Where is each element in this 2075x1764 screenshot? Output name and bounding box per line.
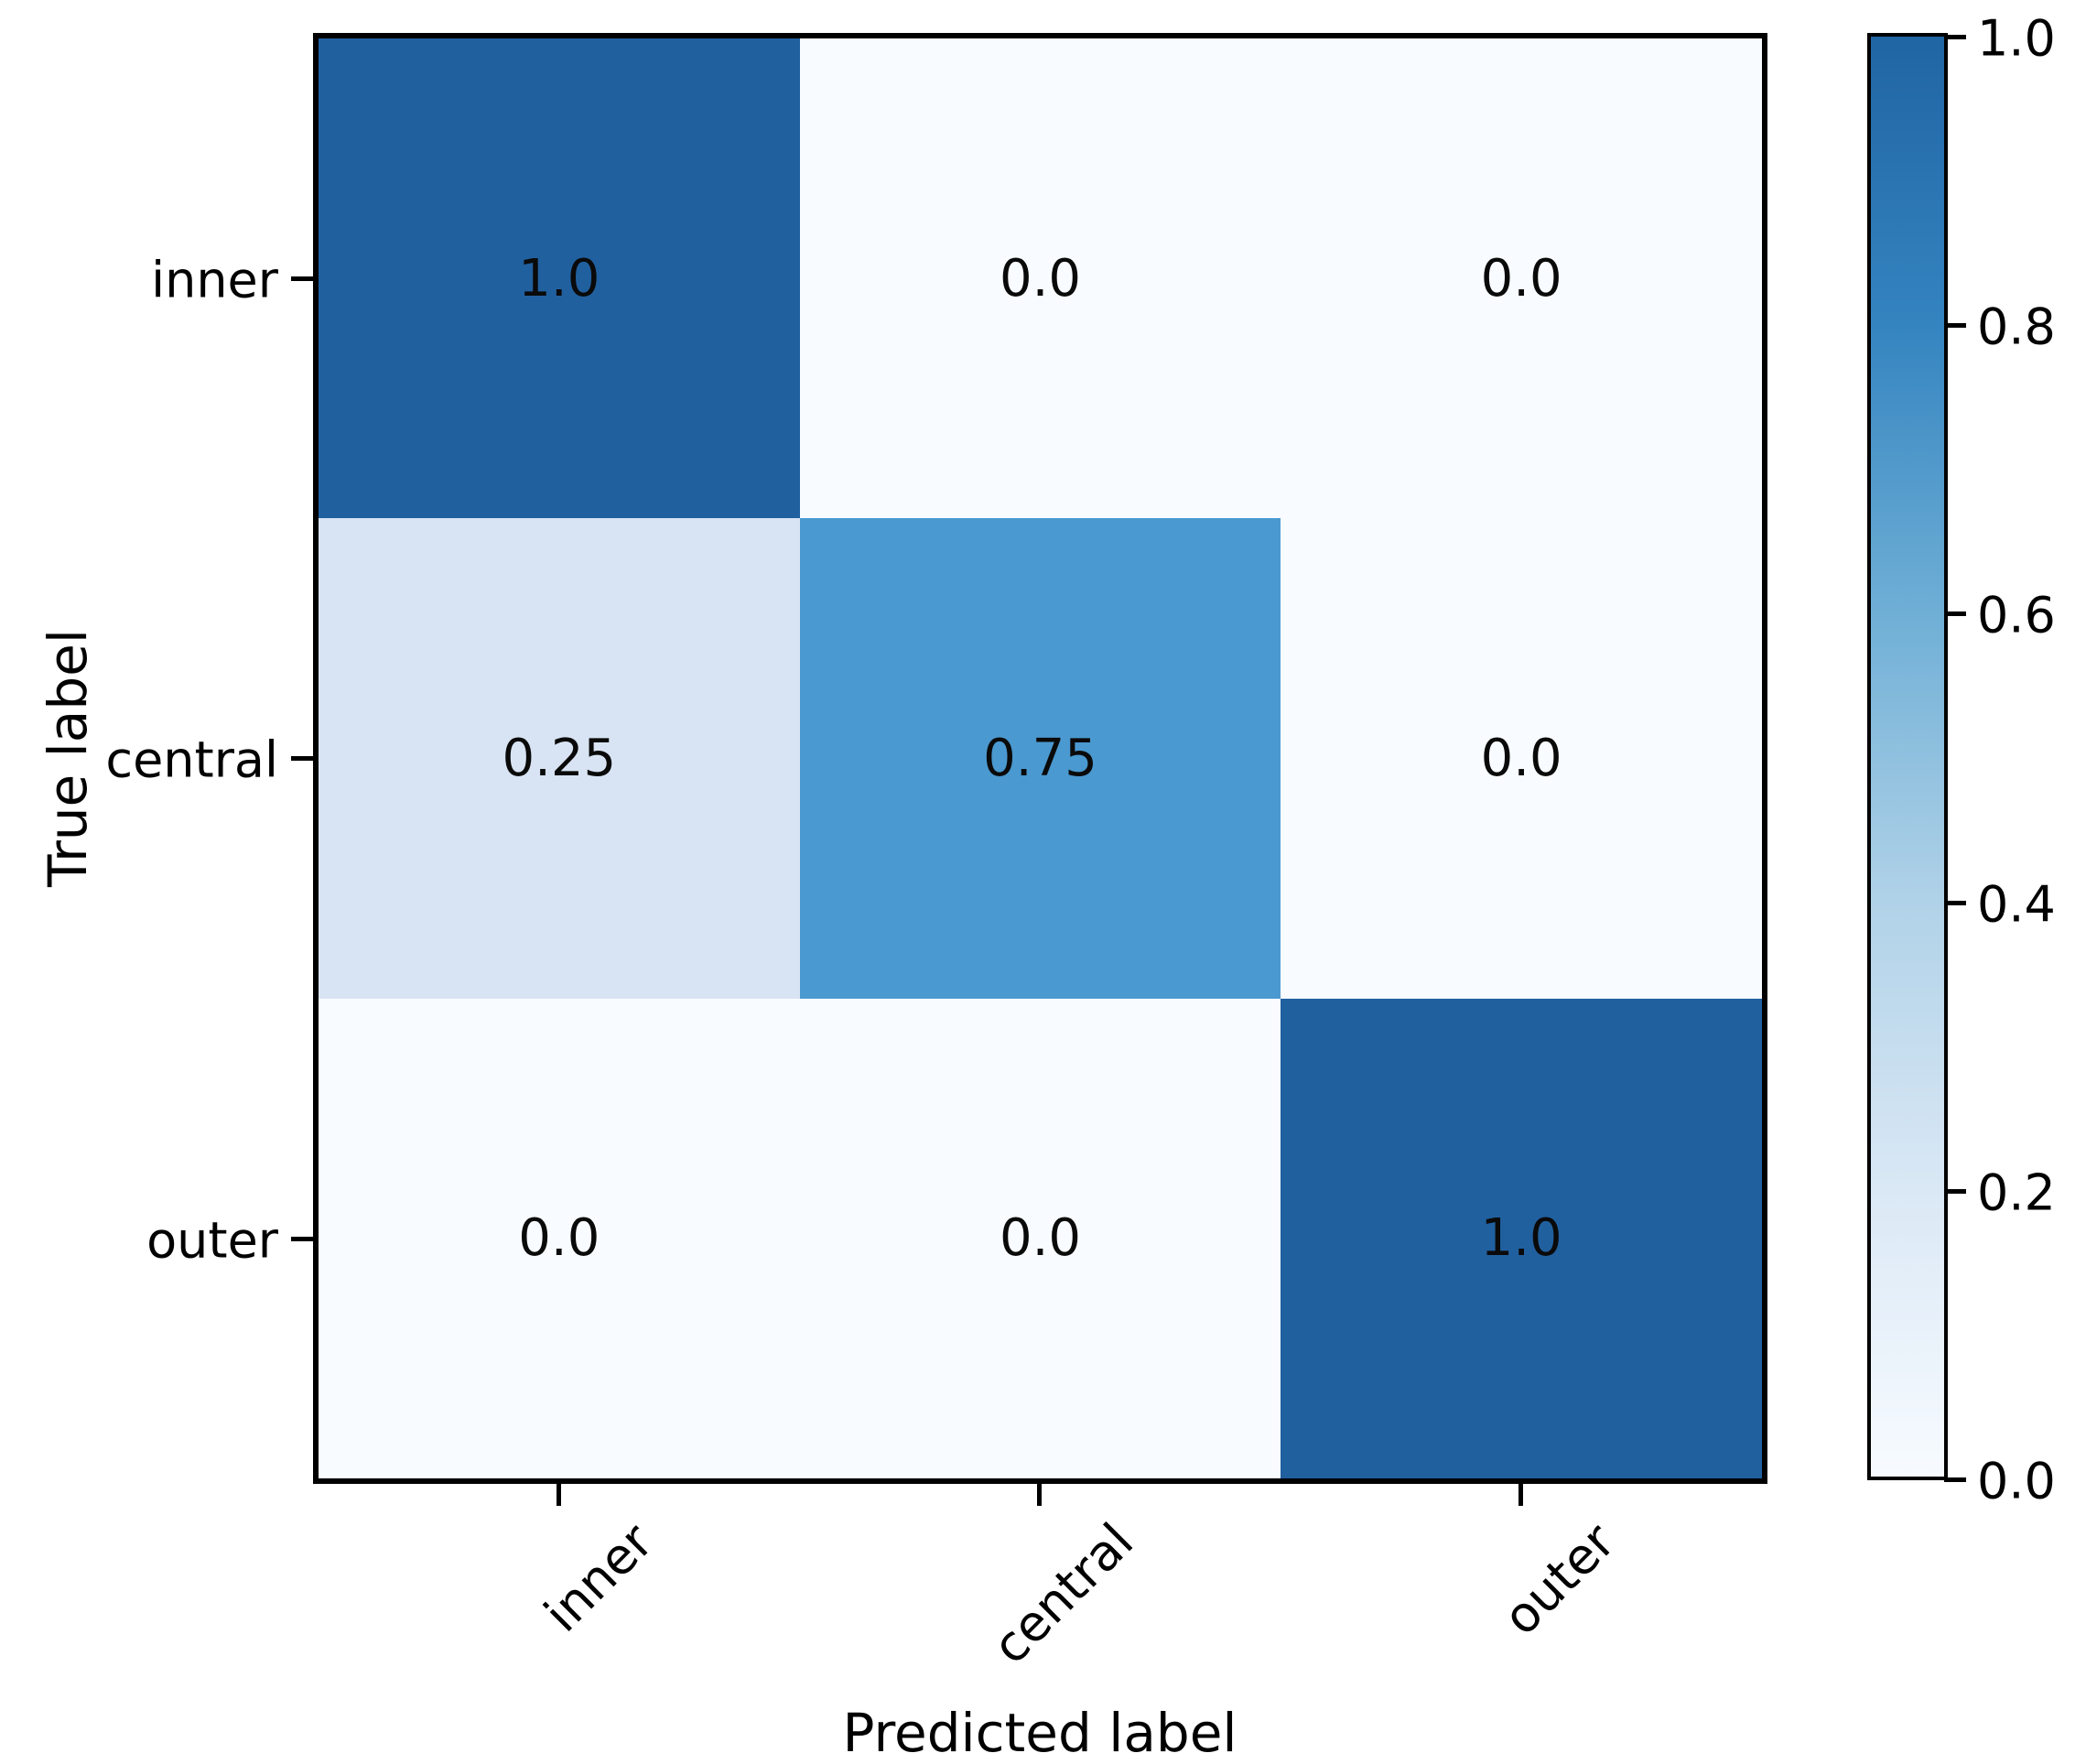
matrix-cell: 1.0 [319,38,800,519]
matrix-cell: 0.75 [799,518,1281,999]
y-tick-label: inner [151,251,278,309]
y-tick-mark [291,276,313,281]
colorbar-tick-label: 0.6 [1977,586,2056,644]
x-tick-label: outer [1492,1512,1626,1647]
x-tick-label: central [981,1512,1145,1675]
colorbar-tick-mark [1944,611,1966,616]
colorbar-tick-label: 0.4 [1977,875,2056,934]
matrix-cell: 0.0 [1281,38,1762,519]
matrix-cell: 0.0 [799,998,1281,1478]
x-axis-title: Predicted label [842,1702,1237,1764]
x-tick-mark [1518,1484,1523,1506]
heatmap-axes: 1.0 0.0 0.0 0.25 0.75 0.0 0.0 0.0 1.0 [313,33,1767,1484]
colorbar-tick-label: 1.0 [1977,9,2056,68]
matrix-cell: 1.0 [1281,998,1762,1478]
matrix-cell: 0.0 [799,38,1281,519]
colorbar-tick-mark [1944,901,1966,905]
matrix-cell: 0.0 [319,998,800,1478]
colorbar-tick-mark [1944,323,1966,328]
x-tick-label: inner [533,1512,665,1643]
matrix-cell: 0.0 [1281,518,1762,999]
y-tick-mark [291,1237,313,1241]
matrix-cell: 0.25 [319,518,800,999]
y-tick-label: central [105,730,278,789]
colorbar-tick-mark [1944,35,1966,39]
colorbar [1867,33,1948,1480]
colorbar-tick-label: 0.8 [1977,298,2056,356]
x-tick-mark [1037,1484,1042,1506]
colorbar-tick-label: 0.0 [1977,1452,2056,1510]
y-tick-mark [291,756,313,761]
y-axis-title: True label [37,629,99,887]
y-tick-label: outer [146,1211,278,1270]
colorbar-tick-mark [1944,1477,1966,1482]
colorbar-tick-mark [1944,1189,1966,1194]
colorbar-tick-label: 0.2 [1977,1163,2056,1222]
x-tick-mark [557,1484,561,1506]
